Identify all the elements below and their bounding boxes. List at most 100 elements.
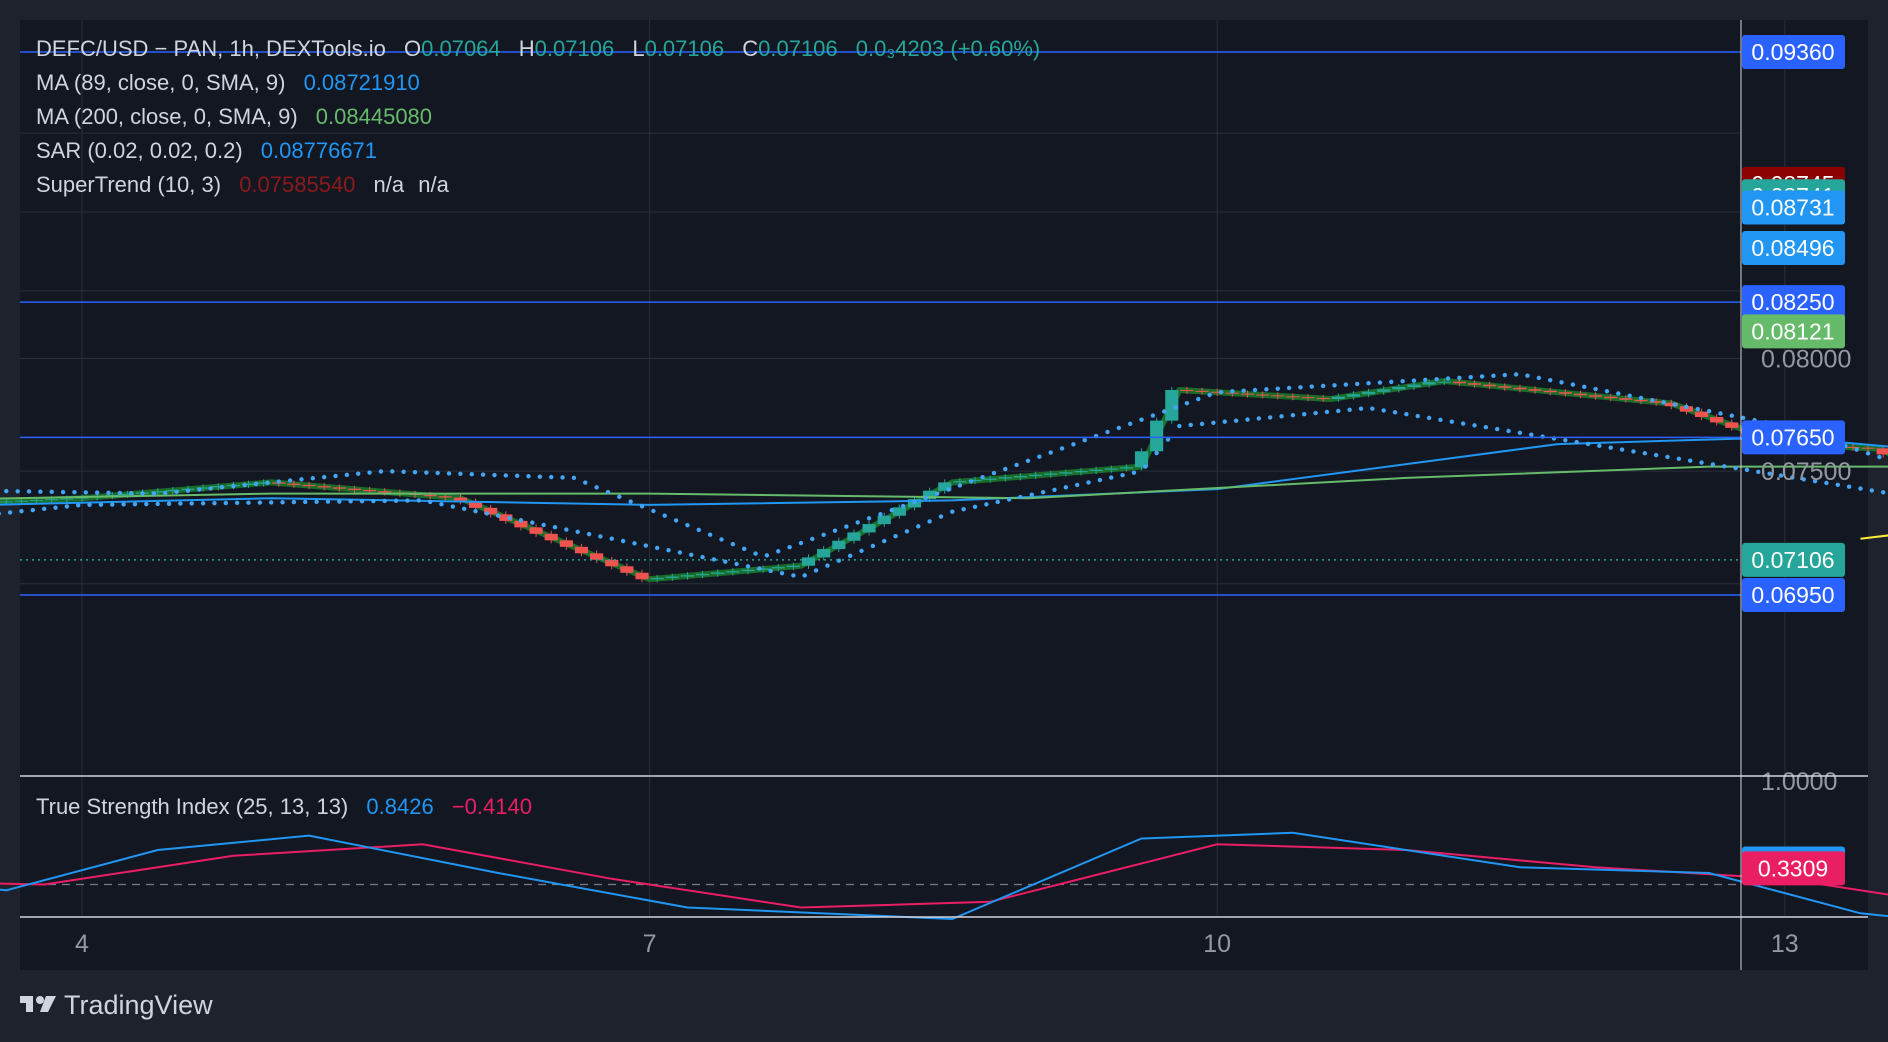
- x-axis-tick-label: 7: [643, 930, 657, 958]
- candle: [1331, 396, 1345, 400]
- legend-supertrend-row[interactable]: SuperTrend (10, 3) 0.07585540 n/a n/a: [36, 172, 450, 197]
- candle: [711, 572, 725, 574]
- sar-dot: [541, 522, 546, 528]
- candle: [1710, 417, 1724, 423]
- candle: [680, 575, 695, 577]
- tradingview-logo-icon: [20, 996, 56, 1012]
- price-tag[interactable]: [1742, 420, 1845, 455]
- price-tag[interactable]: [1742, 851, 1845, 886]
- candle: [771, 567, 785, 569]
- sar-dot: [878, 512, 883, 517]
- sar-dot: [586, 531, 592, 537]
- sar-dot: [208, 486, 213, 491]
- legend-supertrend-label: SuperTrend (10, 3): [36, 172, 221, 197]
- candle: [30, 499, 44, 501]
- price-tag[interactable]: [1742, 314, 1845, 349]
- sar-dot: [1143, 464, 1148, 469]
- sar-dot: [337, 499, 342, 504]
- sar-dot: [1358, 406, 1364, 411]
- candle: [1589, 395, 1603, 397]
- candle: [1619, 398, 1633, 400]
- sar-dot: [64, 504, 70, 509]
- sar-dot: [583, 480, 588, 485]
- sar-dot: [4, 488, 9, 494]
- candle: [1604, 396, 1618, 399]
- ma200-line: [0, 465, 1888, 500]
- tsi-layer: [0, 831, 1888, 921]
- sar-dot: [1086, 480, 1091, 485]
- price-tag[interactable]: [1742, 231, 1845, 266]
- sar-dot: [0, 511, 1, 516]
- sar-dot: [980, 475, 985, 480]
- sar-dot: [1706, 409, 1712, 414]
- sar-dot: [802, 573, 807, 578]
- price-tag[interactable]: [1742, 35, 1845, 69]
- sar-dot: [859, 548, 864, 554]
- sar-dot: [855, 520, 860, 525]
- sar-dot: [321, 474, 327, 480]
- sar-dot: [1525, 373, 1530, 378]
- candle: [529, 527, 543, 534]
- price-tag[interactable]: [1742, 285, 1845, 320]
- candle: [892, 507, 906, 516]
- sar-dot: [185, 488, 191, 493]
- candle: [817, 549, 831, 558]
- sar-dot: [348, 499, 353, 504]
- sar-dot: [1846, 484, 1852, 489]
- candle: [1861, 447, 1875, 449]
- legend-ma200-row[interactable]: MA (200, close, 0, SMA, 9) 0.08445080: [36, 104, 432, 129]
- sar-dot: [825, 563, 830, 568]
- candle: [1452, 381, 1466, 384]
- candle: [1392, 386, 1406, 390]
- candle: [998, 477, 1012, 479]
- sar-dot: [1377, 380, 1383, 385]
- sar-dot: [1869, 488, 1875, 493]
- sar-dot: [526, 474, 531, 479]
- sar-dot: [1207, 392, 1212, 398]
- candle: [1256, 394, 1270, 396]
- price-tag[interactable]: [1742, 190, 1845, 225]
- sar-dot: [707, 532, 713, 537]
- candle: [938, 482, 952, 491]
- sar-dot: [378, 469, 384, 474]
- legend-tsi-label: True Strength Index (25, 13, 13): [36, 794, 348, 819]
- sar-dot: [1824, 480, 1829, 486]
- sar-dot: [768, 568, 773, 574]
- sar-dot: [1252, 387, 1258, 393]
- candle: [151, 491, 165, 493]
- price-tag[interactable]: [1742, 542, 1845, 577]
- legend-high: 0.07106: [535, 36, 615, 61]
- candle: [1573, 393, 1588, 396]
- sar-dot: [197, 487, 202, 492]
- candle: [574, 546, 589, 554]
- legend-ma89-row[interactable]: MA (89, close, 0, SMA, 9) 0.08721910: [36, 70, 420, 95]
- price-tag-label: 0.06950: [1751, 582, 1834, 608]
- sar-dot: [371, 498, 376, 504]
- sar-dot: [473, 508, 478, 514]
- candle: [1437, 381, 1451, 383]
- price-tag[interactable]: [1742, 578, 1845, 613]
- sar-dot: [1264, 387, 1269, 392]
- tradingview-branding[interactable]: TradingView: [20, 990, 213, 1020]
- legend-tsi-row[interactable]: True Strength Index (25, 13, 13) 0.8426 …: [36, 794, 532, 819]
- sar-dot: [1162, 409, 1167, 414]
- sar-dot: [961, 507, 966, 512]
- candle: [1044, 473, 1058, 475]
- tsi-line: [0, 831, 1888, 921]
- sar-dot: [938, 514, 944, 519]
- candle: [438, 496, 452, 498]
- sar-dot: [26, 489, 32, 494]
- sar-dot: [1347, 407, 1352, 413]
- sar-dot: [1627, 393, 1632, 398]
- sar-dot: [530, 520, 535, 525]
- sar-dot: [1302, 411, 1307, 417]
- sar-dot: [1449, 419, 1455, 424]
- sar-dot: [643, 543, 649, 548]
- sar-dot: [711, 557, 717, 562]
- sar-dot: [923, 495, 929, 500]
- legend-sar-row[interactable]: SAR (0.02, 0.02, 0.2) 0.08776671: [36, 138, 377, 163]
- sar-dot: [1699, 460, 1704, 465]
- legend-supertrend-value: 0.07585540: [239, 172, 355, 197]
- sar-dot: [549, 474, 554, 480]
